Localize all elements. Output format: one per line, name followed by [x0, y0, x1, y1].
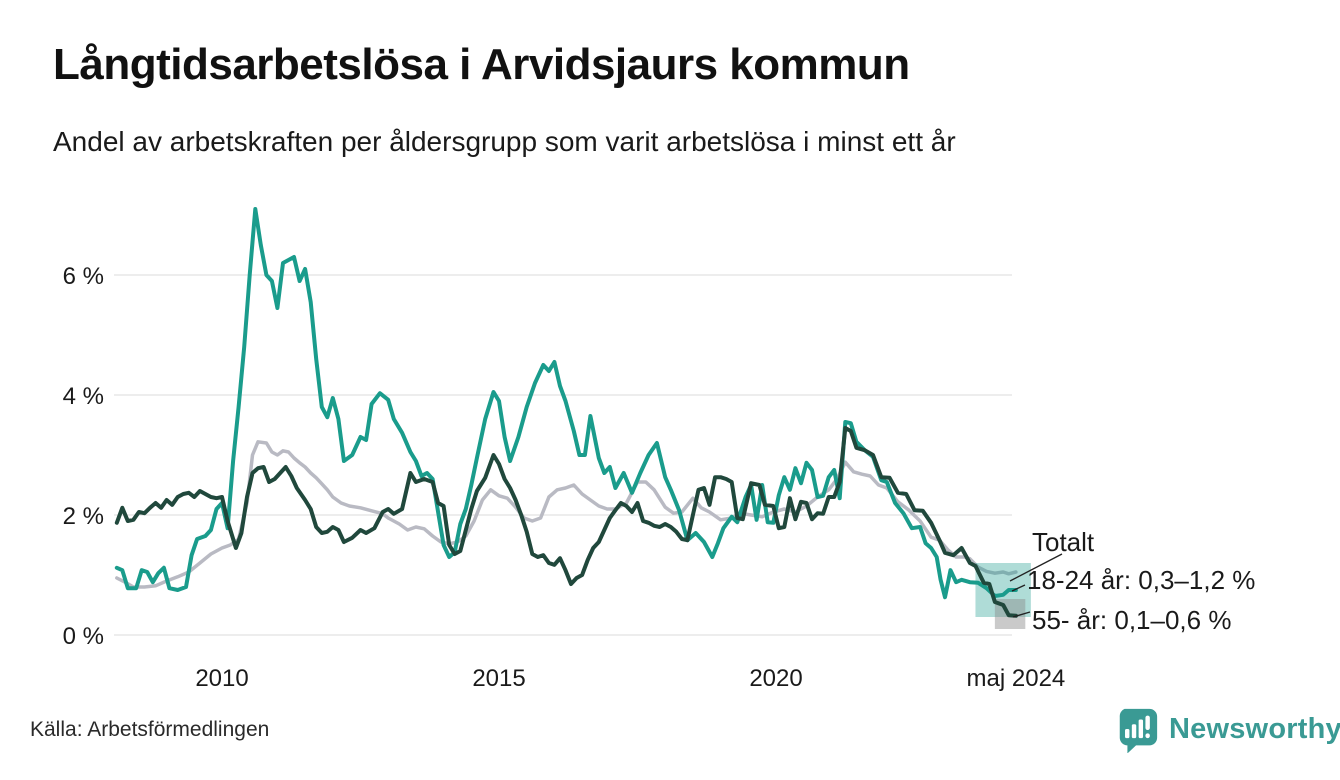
series-line-totalt	[115, 440, 1018, 589]
x-tick-label: maj 2024	[967, 665, 1066, 692]
x-tick-label: 2010	[195, 665, 248, 692]
y-tick-label: 2 %	[63, 503, 104, 530]
x-tick-label: 2020	[749, 665, 802, 692]
end-label-55: 55- år: 0,1–0,6 %	[1032, 605, 1232, 635]
page-subtitle: Andel av arbetskraften per åldersgrupp s…	[53, 126, 956, 157]
source-note: Källa: Arbetsförmedlingen	[30, 718, 270, 741]
page-title: Långtidsarbetslösa i Arvidsjaurs kommun	[53, 40, 910, 89]
leader-line-55	[1012, 611, 1031, 618]
series-line-18-24-r	[114, 207, 1018, 600]
y-tick-label: 0 %	[63, 623, 104, 650]
end-label-totalt: Totalt	[1032, 527, 1095, 557]
newsworthy-logo: Newsworthy	[1114, 706, 1340, 753]
series-line-55-r	[114, 426, 1018, 618]
newsworthy-badge-icon	[1119, 708, 1158, 753]
y-tick-label: 4 %	[63, 383, 104, 410]
newsworthy-logo-text: Newsworthy	[1169, 713, 1340, 745]
y-tick-label: 6 %	[63, 263, 104, 290]
x-tick-label: 2015	[472, 665, 525, 692]
leader-line-18-24	[1011, 584, 1026, 592]
end-label-18-24: 18-24 år: 0,3–1,2 %	[1027, 565, 1256, 595]
leader-line-totalt	[1009, 553, 1063, 582]
